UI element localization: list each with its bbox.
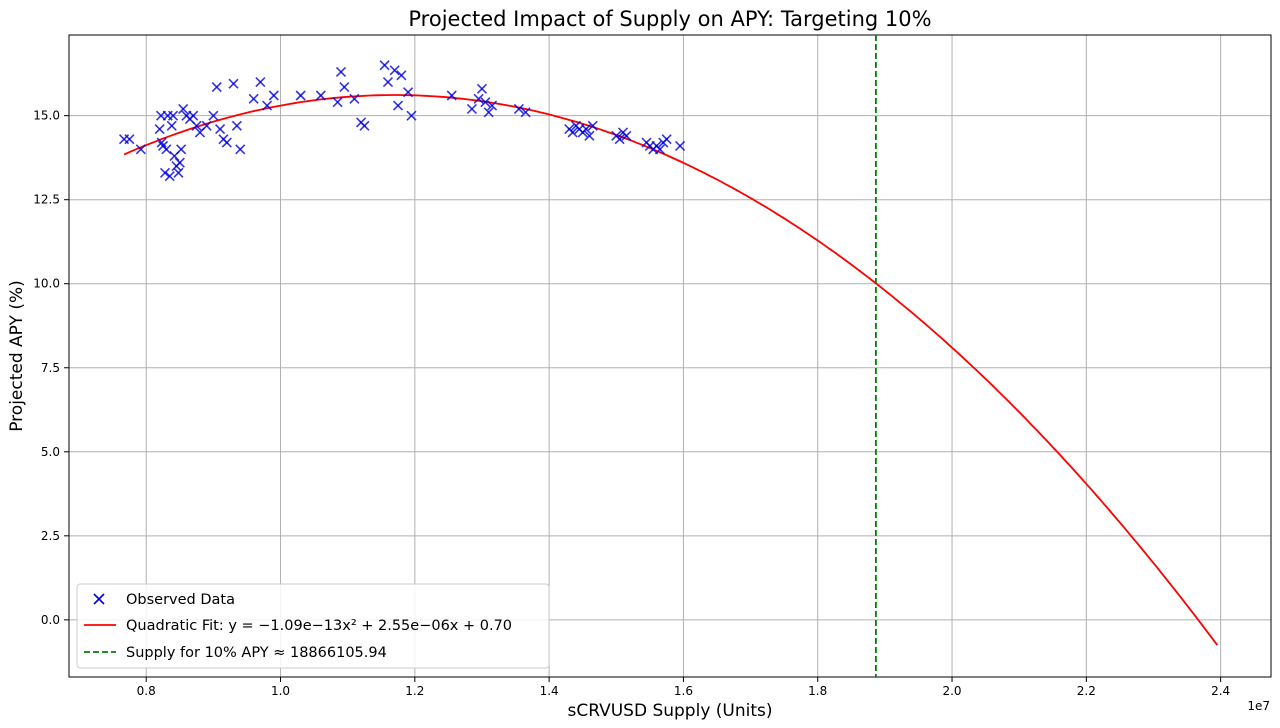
legend-box [76, 583, 550, 669]
x-tick-label: 2.2 [1077, 684, 1096, 698]
chart-title: Projected Impact of Supply on APY: Targe… [408, 7, 931, 31]
x-axis-label: sCRVUSD Supply (Units) [567, 701, 772, 721]
legend-label-target: Supply for 10% APY ≈ 18866105.94 [126, 645, 387, 661]
data-point [231, 120, 242, 131]
data-point [621, 130, 632, 141]
data-point [159, 167, 171, 178]
data-point [268, 90, 279, 101]
data-point [208, 110, 219, 121]
legend-label-observed: Observed Data [126, 592, 235, 608]
legend-label-fit: Quadratic Fit: y = −1.09e−13x² + 2.55e−0… [126, 618, 512, 634]
data-point [295, 90, 306, 101]
data-point [486, 100, 498, 111]
data-point [315, 90, 326, 101]
data-point [580, 124, 592, 135]
data-point [567, 127, 578, 138]
x-tick-label: 2.4 [1211, 684, 1230, 698]
x-tick-label: 1.8 [808, 684, 827, 698]
data-point [520, 107, 531, 118]
data-point [587, 120, 598, 131]
data-point [403, 87, 414, 98]
data-point [675, 140, 686, 151]
x-axis-ticks: 0.8 1.0 1.2 1.4 1.6 1.8 2.0 2.2 2.4 [137, 677, 1230, 698]
y-tick-label: 12.5 [33, 193, 60, 207]
data-point [168, 110, 179, 121]
x-tick-label: 2.0 [942, 684, 961, 698]
x-tick-label: 1.4 [540, 684, 559, 698]
data-point [446, 90, 457, 101]
x-tick-label: 1.2 [405, 684, 424, 698]
data-point [349, 93, 360, 104]
data-point [156, 137, 167, 148]
data-point [124, 134, 135, 145]
data-point [211, 82, 222, 93]
grid [69, 35, 1271, 677]
data-point [228, 78, 239, 89]
data-point [389, 65, 400, 76]
data-point [335, 66, 347, 78]
data-point [379, 60, 390, 71]
y-tick-label: 5.0 [41, 445, 60, 459]
data-point [255, 76, 266, 88]
y-tick-label: 10.0 [33, 277, 60, 291]
data-point [332, 97, 343, 108]
x-tick-label: 1.6 [674, 684, 693, 698]
data-point [584, 130, 595, 141]
data-point [483, 107, 494, 118]
y-tick-label: 15.0 [33, 109, 60, 123]
scatter-layer [118, 60, 686, 182]
data-point [406, 110, 417, 121]
data-point [201, 120, 212, 131]
data-point [359, 120, 370, 131]
data-point [164, 171, 175, 182]
data-point [215, 124, 226, 135]
data-point [382, 76, 394, 88]
plot-frame [68, 34, 1272, 678]
data-point [466, 103, 477, 115]
legend: Observed Data Quadratic Fit: y = −1.09e−… [76, 583, 550, 669]
data-point [654, 144, 665, 155]
data-point [173, 167, 184, 178]
data-point [473, 93, 484, 104]
data-point [480, 97, 491, 108]
data-point [178, 103, 189, 115]
fit-curve-layer [123, 94, 1219, 646]
data-point [166, 120, 177, 131]
data-point [476, 83, 488, 94]
x-tick-label: 1.0 [271, 684, 290, 698]
data-point [513, 103, 524, 115]
data-point [154, 124, 165, 135]
data-point [396, 70, 407, 81]
data-point [614, 134, 625, 145]
data-point [188, 110, 199, 121]
fit-curve [123, 94, 1219, 646]
x-axis-multiplier: 1e7 [1247, 699, 1270, 713]
data-point [235, 144, 246, 155]
data-point [174, 157, 185, 168]
legend-marker-observed [93, 593, 105, 605]
data-point [248, 93, 259, 104]
data-point [661, 134, 672, 145]
y-tick-label: 7.5 [41, 361, 60, 375]
data-point [176, 144, 187, 155]
data-point [339, 82, 350, 93]
x-tick-label: 0.8 [137, 684, 156, 698]
data-point [262, 100, 273, 111]
y-axis-ticks: 0.0 2.5 5.0 7.5 10.0 12.5 15.0 [33, 109, 69, 627]
data-point [392, 100, 404, 111]
data-point [161, 144, 172, 155]
y-tick-label: 2.5 [41, 529, 60, 543]
y-tick-label: 0.0 [41, 613, 60, 627]
data-point [191, 120, 202, 131]
data-point [135, 144, 146, 155]
y-axis-label: Projected APY (%) [7, 280, 27, 432]
data-point [221, 137, 232, 148]
